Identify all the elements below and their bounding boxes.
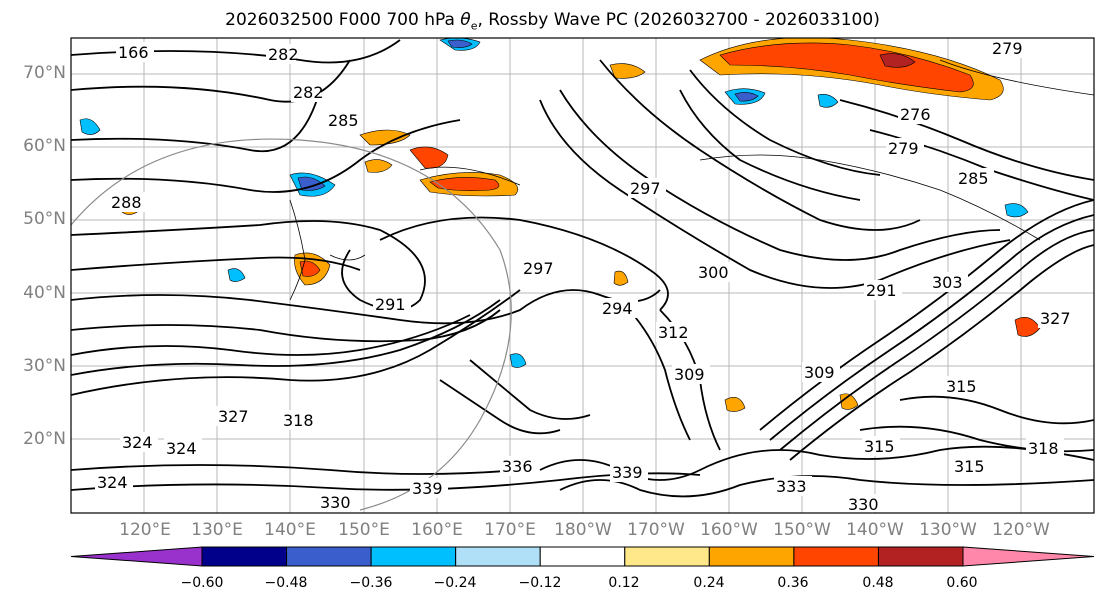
colorbar-tick: 0.60 <box>946 575 978 591</box>
contour-label: 315 <box>954 457 985 476</box>
lat-label: 40°N <box>23 283 66 303</box>
contour-label: 300 <box>698 263 729 282</box>
contour-label: 330 <box>320 493 351 512</box>
positive-anomaly-patches <box>119 38 1041 412</box>
colorbar-segment <box>539 546 626 567</box>
colorbar-extend-high <box>962 546 1095 567</box>
contour-label: 285 <box>958 169 989 188</box>
colorbar-tick: 0.24 <box>693 575 725 591</box>
colorbar-extend-low <box>70 546 203 567</box>
contour-label: 303 <box>932 273 963 292</box>
contour-label: 324 <box>97 473 128 492</box>
colorbar-segment <box>201 546 288 567</box>
lat-label: 70°N <box>23 63 66 83</box>
colorbar-segment <box>708 546 795 567</box>
colorbar-tick: −0.36 <box>349 575 393 591</box>
colorbar-segment <box>624 546 710 567</box>
colorbar-tick: 0.48 <box>862 575 894 591</box>
lon-label: 170°E <box>484 520 536 540</box>
lon-label: 130°E <box>191 520 243 540</box>
colorbar-tick: −0.12 <box>518 575 562 591</box>
colorbar-segment <box>370 546 457 567</box>
contour-label: 291 <box>375 295 406 314</box>
contour-label: 285 <box>328 111 359 130</box>
lon-label: 150°E <box>338 520 390 540</box>
map-title: 2026032500 F000 700 hPa θe, Rossby Wave … <box>225 10 880 33</box>
contour-label: 318 <box>1028 439 1059 458</box>
contour-label: 279 <box>888 139 919 158</box>
contour-label: 339 <box>612 463 643 482</box>
contour-label: 327 <box>218 407 249 426</box>
map-panel: 166 282 282 285 288 297 297 294 291 300 … <box>70 37 1095 514</box>
colorbar-segment <box>793 546 879 567</box>
colorbar-tick: −0.48 <box>264 575 308 591</box>
lon-label: 120°W <box>992 520 1050 540</box>
contour-label: 327 <box>1040 309 1071 328</box>
contour-label: 336 <box>502 457 533 476</box>
lon-label: 140°W <box>846 520 904 540</box>
contour-label: 324 <box>166 439 197 458</box>
lon-label: 120°E <box>119 520 171 540</box>
contour-label: 282 <box>268 45 299 64</box>
colorbar-segments <box>70 546 1095 567</box>
reference-arc <box>71 138 512 511</box>
contour-label: 288 <box>111 193 142 212</box>
lon-label: 170°W <box>627 520 685 540</box>
contour-label: 330 <box>848 495 879 514</box>
colorbar-tick: 0.36 <box>777 575 809 591</box>
lat-label: 60°N <box>23 136 66 156</box>
theta-e-contours <box>71 39 1094 498</box>
contour-label: 166 <box>118 43 149 62</box>
contour-label: 297 <box>630 179 661 198</box>
lat-label: 30°N <box>23 356 66 376</box>
negative-anomaly-patches <box>79 38 1029 368</box>
contour-label: 291 <box>866 281 897 300</box>
colorbar-segment <box>455 546 541 567</box>
contour-label: 315 <box>864 437 895 456</box>
contour-label: 276 <box>900 105 931 124</box>
lon-label: 130°W <box>919 520 977 540</box>
contour-label: 333 <box>776 477 807 496</box>
lon-label: 160°E <box>411 520 463 540</box>
colorbar-tick: −0.24 <box>433 575 477 591</box>
plot-frame <box>70 37 1095 514</box>
colorbar-tick: 0.12 <box>608 575 640 591</box>
contour-label: 297 <box>523 259 554 278</box>
lon-label: 150°W <box>773 520 831 540</box>
lat-label: 20°N <box>23 429 66 449</box>
coastlines <box>289 59 1094 301</box>
contour-label: 312 <box>658 323 689 342</box>
contour-label: 309 <box>674 365 705 384</box>
colorbar-segment <box>877 546 964 567</box>
lat-label: 50°N <box>23 209 66 229</box>
theta-symbol: θ <box>460 10 471 30</box>
contour-label: 309 <box>804 363 835 382</box>
lon-label: 140°E <box>264 520 316 540</box>
lon-label: 160°W <box>700 520 758 540</box>
contour-label: 294 <box>602 299 633 318</box>
contour-label: 315 <box>946 377 977 396</box>
lon-label: 180°W <box>554 520 612 540</box>
theta-subscript: e <box>470 19 478 33</box>
contour-label: 279 <box>992 39 1023 58</box>
colorbar-tick: −0.60 <box>180 575 224 591</box>
contour-label: 318 <box>283 411 314 430</box>
contour-label: 324 <box>122 433 153 452</box>
contour-label: 282 <box>293 83 324 102</box>
contour-label: 339 <box>412 479 443 498</box>
colorbar-segment <box>286 546 372 567</box>
